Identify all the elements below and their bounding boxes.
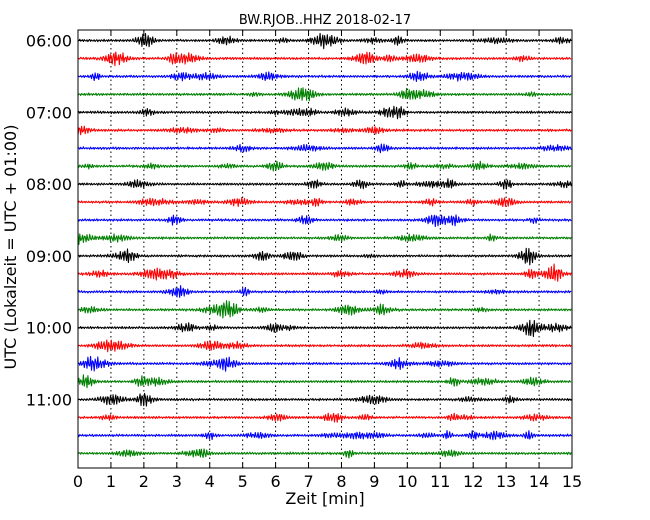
trace-1115: [77, 412, 572, 423]
x-tick-label: 10: [397, 472, 417, 491]
x-tick-label: 9: [369, 472, 379, 491]
plot-frame: [77, 29, 573, 469]
x-tick-label: 5: [238, 472, 248, 491]
trace-1000: [77, 319, 572, 338]
x-grid-lines: [110, 30, 540, 468]
trace-0945: [77, 300, 572, 319]
trace-0600: [77, 32, 572, 50]
x-tick-label: 2: [139, 472, 149, 491]
x-axis-label: Zeit [min]: [285, 489, 364, 508]
x-tick-label: 6: [271, 472, 281, 491]
trace-0930: [77, 285, 572, 298]
x-tick-label: 1: [106, 472, 116, 491]
x-axis-ticks: 0 1 2 3 4 5 6 7 8 9 10 11 12 13 14 15: [73, 30, 582, 491]
y-tick-label: 10:00: [26, 319, 72, 338]
trace-1100: [77, 392, 572, 407]
x-tick-label: 14: [529, 472, 549, 491]
trace-0830: [77, 214, 572, 228]
trace-0845: [77, 232, 572, 245]
trace-1130: [77, 429, 572, 441]
x-tick-label: 4: [205, 472, 215, 491]
trace-0815: [77, 197, 572, 207]
x-tick-label: 0: [73, 472, 83, 491]
y-axis-label: UTC (Lokalzeit = UTC + 01:00): [1, 125, 20, 370]
x-tick-label: 11: [430, 472, 450, 491]
trace-0915: [77, 263, 572, 282]
trace-1015: [77, 339, 572, 353]
x-tick-label: 15: [562, 472, 582, 491]
trace-0645: [77, 87, 572, 102]
x-tick-label: 7: [303, 472, 313, 491]
trace-0615: [77, 51, 572, 67]
chart-title: BW.RJOB..HHZ 2018-02-17: [239, 13, 411, 28]
trace-0715: [77, 125, 572, 136]
y-axis-ticks: 06:00 07:00 08:00 09:00 10:00 11:00: [26, 32, 572, 410]
y-tick-label: 09:00: [26, 247, 72, 266]
trace-1145: [77, 448, 572, 459]
y-tick-label: 11:00: [26, 391, 72, 410]
x-tick-label: 13: [496, 472, 516, 491]
trace-0630: [77, 70, 572, 82]
trace-0700: [77, 105, 572, 120]
trace-0800: [77, 178, 572, 190]
x-tick-label: 8: [336, 472, 346, 491]
y-tick-label: 06:00: [26, 32, 72, 51]
trace-1030: [77, 355, 572, 372]
trace-0745: [77, 160, 572, 172]
seismogram-traces: [77, 32, 572, 459]
y-tick-label: 07:00: [26, 103, 72, 122]
trace-0730: [77, 143, 572, 154]
trace-1045: [77, 374, 572, 389]
trace-0900: [77, 247, 572, 266]
y-tick-label: 08:00: [26, 175, 72, 194]
x-tick-label: 12: [463, 472, 483, 491]
x-tick-label: 3: [172, 472, 182, 491]
